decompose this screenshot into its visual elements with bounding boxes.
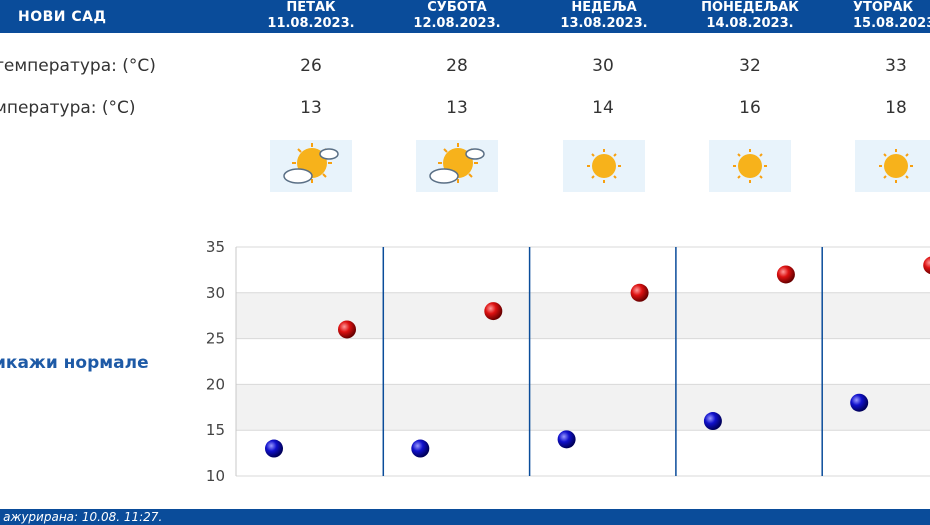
day-header-4: ПОНЕДЕЉАК 14.08.2023. — [675, 0, 825, 32]
sun-icon — [563, 140, 645, 192]
min-temp-point — [411, 439, 430, 458]
min-temp-point — [703, 412, 722, 431]
grid-lines — [235, 246, 930, 477]
grid-band — [236, 384, 930, 431]
day-header-1: ПЕТАК 11.08.2023. — [236, 0, 386, 32]
y-tick-label: 10 — [206, 467, 225, 485]
y-tick-label: 35 — [206, 238, 225, 256]
sun-icon — [855, 140, 930, 192]
min-temp-point — [265, 439, 283, 458]
max-temp-point — [923, 256, 930, 275]
footer-bar: а ажурирана: 10.08. 11:27. — [0, 509, 930, 525]
day-dividers — [382, 247, 823, 476]
data-points — [265, 256, 930, 458]
min-temp-point — [557, 430, 576, 449]
sun-cloud-icon — [270, 140, 352, 192]
day-date: 12.08.2023. — [413, 16, 501, 31]
temperature-chart: 35 30 25 20 15 10 — [206, 238, 930, 485]
day-date: 11.08.2023. — [267, 16, 355, 31]
sun-cloud-icon — [416, 140, 498, 192]
day-name: СУБОТА — [427, 0, 487, 15]
show-normals-link[interactable]: икажи нормале — [0, 353, 149, 373]
day-name: ПЕТАК — [286, 0, 336, 15]
updated-text: а ажурирана: 10.08. 11:27. — [0, 510, 163, 524]
min-temp-value-5: 18 — [885, 98, 907, 118]
min-temp-value-4: 16 — [739, 98, 761, 118]
sun-icon — [709, 140, 791, 192]
max-temp-point — [484, 302, 503, 321]
max-temp-point — [776, 265, 795, 284]
max-temp-value-4: 32 — [739, 56, 761, 76]
day-date: 14.08.2023. — [706, 16, 794, 31]
y-tick-label: 20 — [206, 375, 225, 393]
y-tick-label: 30 — [206, 284, 225, 302]
max-temp-value-5: 33 — [885, 56, 907, 76]
max-temp-value-1: 26 — [300, 56, 322, 76]
y-tick-label: 15 — [206, 421, 225, 439]
day-date: 13.08.2023. — [560, 16, 648, 31]
day-header-3: НЕДЕЉА 13.08.2023. — [529, 0, 679, 32]
min-temp-value-2: 13 — [446, 98, 468, 118]
day-header-5: УТОРАК 15.08.2023. — [821, 0, 930, 32]
day-header-2: СУБОТА 12.08.2023. — [382, 0, 532, 32]
day-date: 15.08.2023. — [853, 16, 930, 31]
max-temp-value-2: 28 — [446, 56, 468, 76]
y-axis-ticks: 35 30 25 20 15 10 — [206, 238, 225, 485]
min-temp-value-1: 13 — [300, 98, 322, 118]
city-name: НОВИ САД — [18, 9, 107, 25]
day-name: УТОРАК — [853, 0, 914, 15]
max-temp-label: температура: (°C) — [0, 56, 156, 76]
min-temp-point — [850, 393, 869, 412]
grid-bands — [236, 292, 930, 431]
max-temp-point — [630, 283, 649, 302]
day-name: НЕДЕЉА — [571, 0, 637, 15]
day-name: ПОНЕДЕЉАК — [701, 0, 799, 15]
max-temp-point — [338, 320, 356, 339]
y-tick-label: 25 — [206, 330, 225, 348]
header-bar: НОВИ САД ПЕТАК 11.08.2023. СУБОТА 12.08.… — [0, 0, 930, 33]
min-temp-value-3: 14 — [592, 98, 614, 118]
max-temp-value-3: 30 — [592, 56, 614, 76]
min-temp-label: мпература: (°C) — [0, 98, 136, 118]
